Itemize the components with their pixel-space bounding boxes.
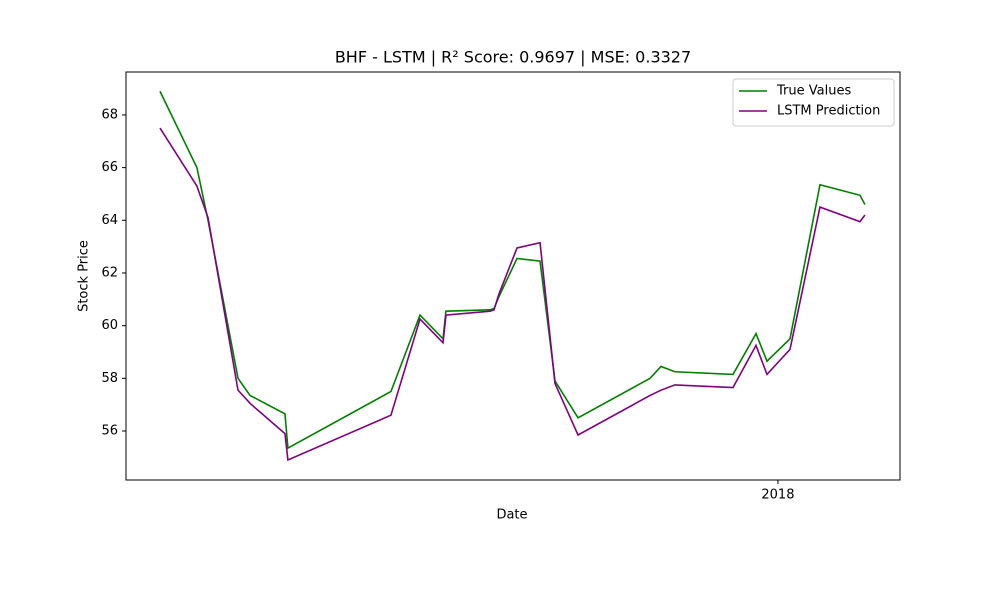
y-tick-label: 64 xyxy=(101,213,118,228)
y-tick-label: 58 xyxy=(101,371,118,386)
x-tick-label: 2018 xyxy=(761,488,794,503)
series-line xyxy=(159,127,866,462)
plot-area xyxy=(125,71,901,481)
y-tick-label: 66 xyxy=(101,160,118,175)
legend-label: True Values xyxy=(776,84,851,99)
legend-box xyxy=(732,78,895,127)
series-line xyxy=(159,90,866,450)
legend-label: LSTM Prediction xyxy=(777,104,880,119)
y-tick-label: 68 xyxy=(101,107,118,122)
chart-title: BHF - LSTM | R² Score: 0.9697 | MSE: 0.3… xyxy=(335,48,691,67)
y-axis-label: Stock Price xyxy=(77,240,92,312)
y-tick-label: 62 xyxy=(101,265,118,280)
y-tick-label: 56 xyxy=(101,424,118,439)
y-tick-label: 60 xyxy=(101,318,118,333)
x-axis-label: Date xyxy=(496,508,527,523)
